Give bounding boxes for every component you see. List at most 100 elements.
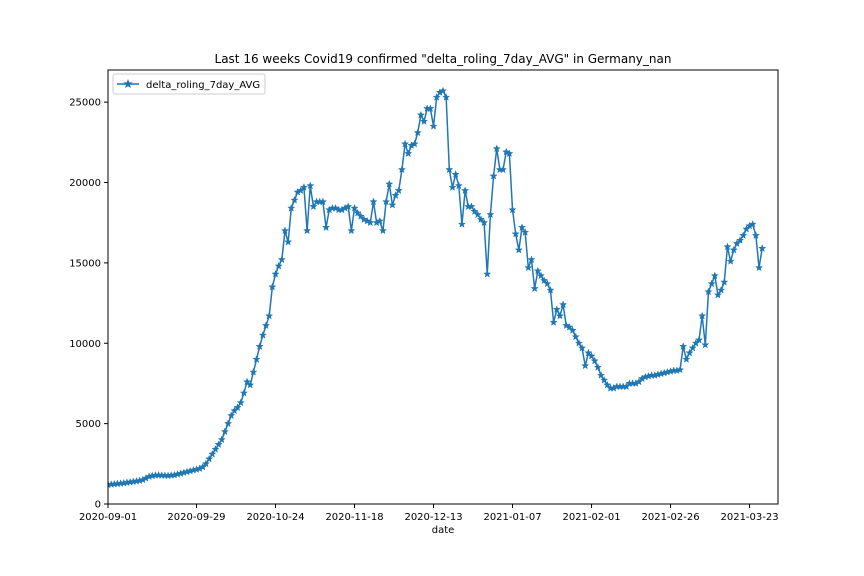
data-point: [603, 380, 612, 389]
data-point: [688, 343, 697, 352]
data-point: [284, 237, 293, 246]
legend-label: delta_roling_7day_AVG: [146, 80, 260, 91]
data-point: [713, 290, 723, 299]
data-point: [214, 440, 223, 449]
data-point: [302, 226, 312, 235]
data-point: [306, 181, 315, 190]
data-point: [442, 93, 451, 101]
plot-area: [108, 86, 767, 489]
y-tick-label: 0: [95, 500, 101, 511]
data-point: [549, 318, 558, 326]
data-point: [445, 165, 454, 174]
data-point: [331, 203, 340, 212]
data-point: [704, 287, 713, 296]
data-point: [321, 223, 331, 232]
data-point: [565, 322, 574, 331]
data-point: [277, 255, 286, 264]
y-axis: 0 5000 10000 15000 20000 25000: [69, 98, 108, 511]
data-point: [540, 276, 549, 285]
data-point: [391, 191, 400, 199]
data-point: [568, 326, 577, 334]
data-point: [511, 229, 520, 238]
data-point: [701, 340, 710, 349]
data-point: [473, 210, 482, 219]
data-point: [530, 284, 539, 293]
x-tick-label: 2021-02-01: [562, 512, 620, 523]
data-point: [347, 226, 356, 235]
data-point: [720, 277, 729, 286]
data-point: [344, 202, 353, 211]
data-point: [239, 388, 249, 397]
y-tick-label: 25000: [69, 98, 101, 109]
data-point: [685, 348, 694, 357]
data-point: [261, 321, 271, 330]
data-point: [309, 202, 318, 211]
data-point: [486, 210, 495, 219]
data-point: [236, 398, 245, 407]
data-point: [274, 261, 283, 270]
data-point: [498, 165, 508, 174]
x-tick-label: 2020-10-24: [246, 512, 304, 523]
legend-box: [112, 73, 266, 95]
data-point: [461, 186, 470, 195]
data-point: [416, 110, 425, 119]
data-point: [242, 377, 252, 386]
data-point: [208, 449, 217, 458]
data-point: [400, 139, 410, 148]
data-point: [751, 231, 760, 240]
data-point: [252, 355, 261, 363]
data-point: [524, 263, 533, 272]
data-point: [429, 121, 438, 130]
data-point: [735, 236, 745, 244]
data-point: [517, 223, 527, 232]
data-point: [467, 202, 476, 211]
data-point: [211, 445, 220, 453]
data-point: [290, 195, 299, 204]
data-point: [555, 311, 565, 320]
x-tick-label: 2020-09-01: [79, 512, 137, 523]
data-point: [470, 207, 479, 215]
x-tick-label: 2020-09-29: [167, 512, 225, 523]
data-point: [451, 170, 460, 178]
data-point: [514, 245, 523, 254]
data-point: [382, 197, 391, 206]
data-point: [508, 205, 517, 214]
data-point: [726, 256, 735, 265]
data-point: [394, 186, 403, 195]
data-point: [505, 149, 514, 158]
data-point: [754, 263, 764, 272]
data-point: [287, 203, 296, 212]
data-point: [571, 332, 580, 341]
data-point: [593, 363, 602, 371]
chart-title: Last 16 weeks Covid19 confirmed "delta_r…: [215, 52, 672, 66]
data-point: [584, 348, 593, 357]
data-point: [577, 343, 587, 352]
x-axis-label: date: [432, 525, 455, 536]
data-point: [233, 403, 242, 412]
data-point: [489, 171, 498, 180]
data-point: [220, 427, 230, 436]
data-point: [350, 203, 359, 212]
data-point: [479, 218, 489, 227]
x-tick-label: 2020-12-13: [404, 512, 462, 523]
data-point: [397, 165, 407, 174]
data-point: [255, 342, 264, 350]
data-point: [679, 342, 688, 350]
data-point: [546, 285, 555, 294]
data-point: [410, 139, 419, 148]
data-point: [543, 279, 552, 288]
data-point: [432, 93, 441, 101]
data-point: [385, 179, 394, 188]
data-point: [748, 219, 757, 228]
y-tick-label: 5000: [76, 419, 101, 430]
data-point: [378, 226, 388, 235]
data-point: [205, 454, 214, 463]
y-tick-label: 15000: [69, 258, 101, 269]
data-point: [227, 411, 236, 420]
data-point: [299, 183, 309, 191]
data-point: [694, 335, 704, 344]
data-point: [521, 228, 530, 236]
data-point: [698, 311, 707, 320]
data-point: [448, 183, 457, 191]
